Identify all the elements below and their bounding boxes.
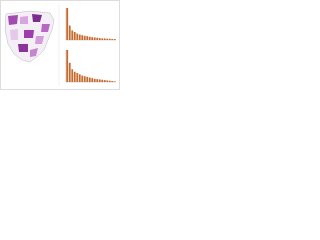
bar [66, 8, 69, 40]
bar [106, 80, 109, 82]
bar [98, 38, 101, 40]
bar [68, 25, 71, 40]
bar [113, 39, 116, 40]
bar [81, 75, 84, 82]
bar [71, 30, 74, 40]
bar [81, 35, 84, 40]
bar [108, 38, 111, 40]
bar [76, 33, 79, 40]
bar [73, 32, 76, 40]
bar [106, 38, 109, 40]
bar [93, 78, 96, 82]
region [8, 15, 18, 25]
bar [96, 37, 99, 40]
bar [78, 34, 81, 40]
bar [111, 81, 114, 82]
bar [73, 71, 76, 82]
bar [113, 81, 116, 82]
region [20, 16, 28, 24]
bar [93, 37, 96, 40]
bar [71, 69, 74, 82]
bar [91, 37, 94, 40]
bar [103, 80, 106, 82]
bar [76, 73, 79, 82]
dashboard [0, 0, 120, 90]
region [24, 30, 34, 38]
bar [101, 79, 104, 82]
region [41, 24, 50, 32]
bar [68, 62, 71, 82]
bar [83, 76, 86, 82]
map [4, 10, 55, 63]
region [30, 48, 38, 57]
bar [103, 38, 106, 40]
bar [88, 36, 91, 40]
page: {"chart_data": [ {"type": "bar", "color"… [0, 0, 120, 90]
bar [101, 38, 104, 40]
bar [78, 74, 81, 82]
bar [66, 50, 69, 82]
region [35, 36, 44, 44]
bar [86, 76, 89, 82]
bar [86, 36, 89, 40]
bar [98, 79, 101, 82]
bar [91, 78, 94, 82]
region [10, 29, 18, 40]
bar [96, 79, 99, 82]
bar [83, 35, 86, 40]
region [32, 14, 42, 22]
bar [88, 77, 91, 82]
bar [108, 80, 111, 82]
bar [111, 39, 114, 40]
region [18, 44, 28, 52]
